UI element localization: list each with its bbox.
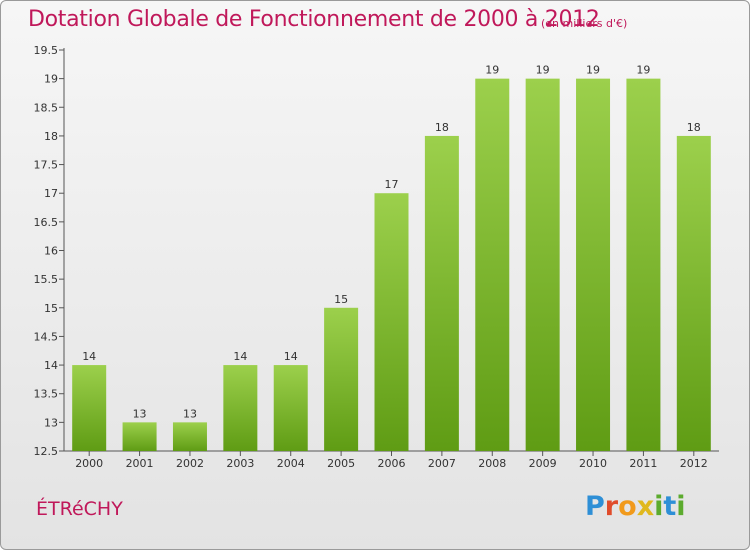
y-tick-label: 17 [44,187,58,200]
x-tick-label: 2002 [176,457,204,470]
x-tick-label: 2009 [529,457,557,470]
logo-letter: t [663,491,677,522]
x-tick-label: 2010 [579,457,607,470]
logo-letter: i [654,491,664,522]
logo-letter: r [604,491,619,522]
bar-value-label: 14 [82,350,96,363]
bar-value-label: 13 [133,407,147,420]
bar-value-label: 18 [435,121,449,134]
town-name: ÉTRéCHY [36,498,123,520]
bar-value-label: 19 [586,64,600,77]
logo-letter: P [585,491,605,522]
bar [424,135,459,451]
bar-value-label: 13 [183,407,197,420]
y-tick-label: 13.5 [34,388,59,401]
bar [223,365,258,451]
x-tick-label: 2004 [277,457,305,470]
bar [122,422,157,451]
bar [626,78,661,452]
bar-value-label: 14 [233,350,247,363]
bar [576,78,611,452]
bar-value-label: 19 [536,64,550,77]
bar [172,422,207,451]
y-tick-label: 18 [44,130,58,143]
bar [475,78,510,452]
logo-letter: o [618,491,637,522]
y-tick-label: 16.5 [34,216,59,229]
x-tick-label: 2011 [629,457,657,470]
y-tick-label: 13 [44,416,58,429]
y-tick-label: 14.5 [34,330,59,343]
logo-letter: x [636,491,655,522]
bar [525,78,560,452]
logo-letter: i [676,491,686,522]
y-tick-label: 15 [44,302,58,315]
x-tick-label: 2006 [378,457,406,470]
bar [324,307,359,451]
y-tick-label: 19 [44,73,58,86]
y-tick-label: 19.5 [34,44,59,57]
x-tick-label: 2003 [226,457,254,470]
bar-value-label: 17 [385,178,399,191]
x-tick-label: 2005 [327,457,355,470]
x-axis: 2000 2001 2002 2003 2004 2005 2006 2007 2008 2009… [64,450,719,470]
y-tick-label: 12.5 [34,445,59,458]
bar [676,135,711,451]
x-tick-label: 2008 [478,457,506,470]
bar-value-label: 19 [636,64,650,77]
x-tick-label: 2007 [428,457,456,470]
x-tick-label: 2012 [680,457,708,470]
bar-value-label: 19 [485,64,499,77]
y-tick-label: 14 [44,359,58,372]
y-tick-label: 18.5 [34,101,59,114]
x-tick-label: 2001 [126,457,154,470]
chart-title: Dotation Globale de Fonctionnement de 20… [28,7,600,32]
bar [374,193,409,451]
bar [72,365,107,451]
bar-value-label: 15 [334,293,348,306]
y-tick-label: 16 [44,245,58,258]
bars: 14 13 13 14 14 15 17 18 19 19 19 19 18 [72,64,711,452]
chart-subtitle: (en milliers d'€) [541,17,628,30]
bar-value-label: 14 [284,350,298,363]
y-axis: 12.5 13 13.5 14 14.5 15 15.5 16 16.5 17 17.5 18 18.5… [34,44,65,458]
y-tick-label: 15.5 [34,273,59,286]
y-tick-label: 17.5 [34,159,59,172]
x-tick-label: 2000 [75,457,103,470]
bar-value-label: 18 [687,121,701,134]
bar [273,365,308,451]
proxiti-logo[interactable]: Proxiti [585,491,686,522]
